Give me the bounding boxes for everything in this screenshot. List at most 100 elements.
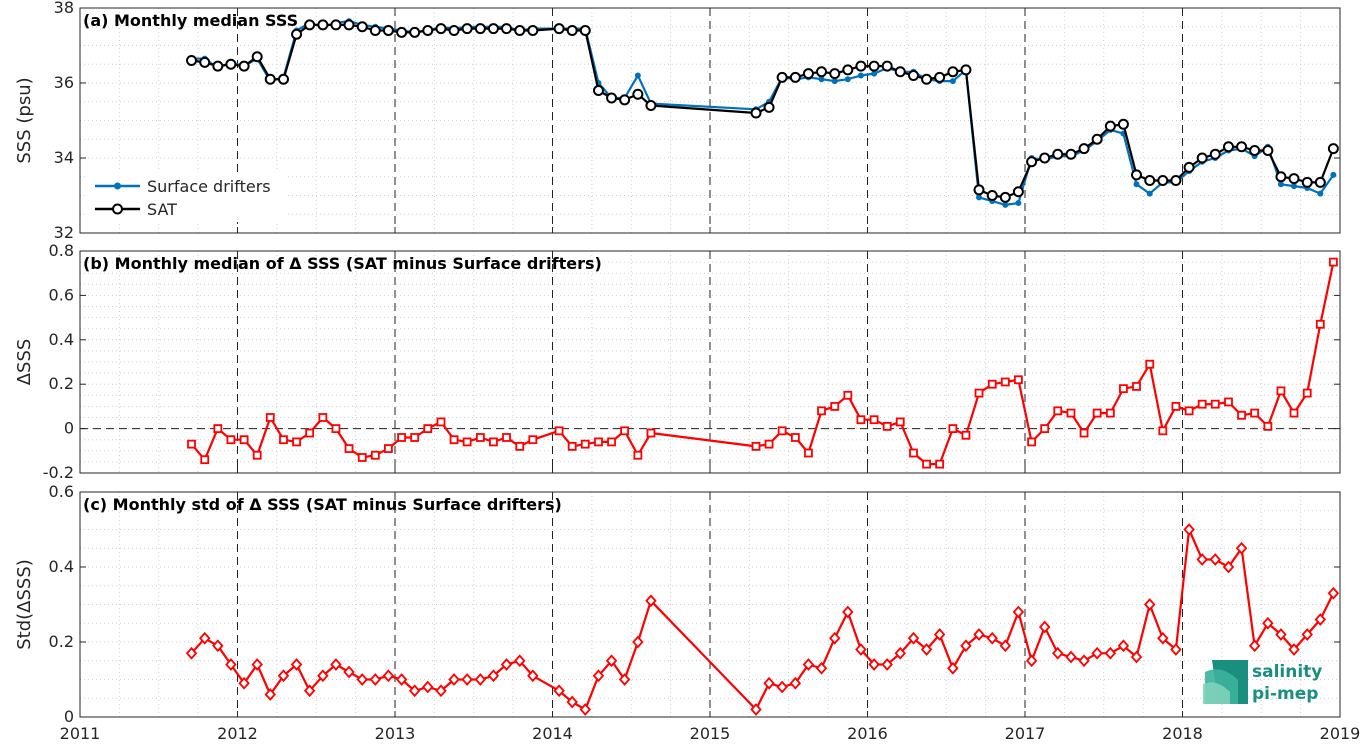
data-point-a-s1-41 bbox=[829, 68, 841, 80]
data-point-a-s1-59 bbox=[1065, 148, 1077, 160]
ytick-label: 36 bbox=[54, 73, 74, 92]
data-point-c-s0-65 bbox=[1144, 598, 1156, 611]
data-point-b-s0-38 bbox=[790, 433, 800, 442]
data-point-b-s0-22 bbox=[475, 433, 485, 442]
data-point-c-s0-28 bbox=[566, 695, 578, 709]
data-point-b-s0-25 bbox=[515, 441, 525, 451]
data-point-b-s0-17 bbox=[410, 433, 420, 442]
data-point-c-s0-13 bbox=[356, 673, 368, 686]
data-point-a-s1-79 bbox=[1327, 143, 1339, 155]
data-point-c-s0-66 bbox=[1157, 631, 1169, 645]
data-point-a-s1-5 bbox=[251, 51, 263, 63]
data-point-a-s1-53 bbox=[986, 190, 998, 201]
data-point-a-s1-9 bbox=[304, 19, 316, 31]
data-point-a-s1-47 bbox=[907, 70, 919, 81]
data-point-c-s0-20 bbox=[448, 673, 460, 686]
data-point-b-s0-76 bbox=[1289, 408, 1299, 418]
ytick-label: 0.8 bbox=[49, 241, 74, 260]
data-point-b-s0-13 bbox=[357, 453, 367, 462]
data-point-c-s0-43 bbox=[855, 643, 867, 656]
data-point-c-s0-56 bbox=[1025, 654, 1038, 668]
data-point-b-s0-20 bbox=[449, 435, 459, 445]
data-point-a-s1-15 bbox=[382, 25, 394, 36]
data-point-c-s0-34 bbox=[645, 594, 657, 608]
data-point-b-s0-66 bbox=[1158, 426, 1168, 436]
data-point-c-s0-35 bbox=[750, 703, 762, 716]
data-point-a-s0-33 bbox=[634, 72, 641, 79]
data-point-a-s0-55 bbox=[1015, 200, 1022, 206]
data-point-b-s0-37 bbox=[777, 426, 787, 436]
data-point-a-s0-76 bbox=[1291, 183, 1298, 190]
data-point-c-s0-38 bbox=[789, 676, 802, 690]
data-point-c-s0-49 bbox=[933, 628, 946, 641]
data-point-a-s1-8 bbox=[291, 28, 303, 40]
data-point-a-s1-45 bbox=[881, 60, 893, 72]
data-point-b-s0-49 bbox=[935, 459, 945, 469]
data-point-c-s0-29 bbox=[579, 703, 591, 716]
data-point-c-s0-31 bbox=[605, 654, 618, 668]
data-point-a-s1-39 bbox=[802, 68, 814, 80]
data-point-c-s0-47 bbox=[907, 631, 920, 645]
data-point-a-s0-79 bbox=[1330, 171, 1337, 178]
data-point-a-s1-7 bbox=[277, 73, 289, 85]
xtick-label: 2012 bbox=[217, 724, 258, 743]
data-point-c-s0-59 bbox=[1065, 650, 1077, 664]
data-point-b-s0-16 bbox=[397, 433, 407, 442]
xtick-label: 2015 bbox=[690, 724, 731, 743]
data-point-a-s1-73 bbox=[1249, 145, 1261, 156]
data-point-b-s0-64 bbox=[1132, 382, 1141, 391]
data-point-b-s0-19 bbox=[436, 417, 446, 427]
data-point-a-s1-34 bbox=[645, 100, 657, 111]
data-point-a-s0-42 bbox=[844, 76, 851, 83]
data-point-b-s0-72 bbox=[1237, 410, 1246, 420]
data-point-b-s0-67 bbox=[1171, 401, 1181, 411]
data-point-a-s1-27 bbox=[553, 23, 565, 35]
data-point-b-s0-14 bbox=[370, 450, 380, 460]
data-point-a-s1-56 bbox=[1026, 156, 1038, 168]
data-point-c-s0-12 bbox=[343, 665, 355, 679]
xtick-label: 2014 bbox=[532, 724, 573, 743]
data-point-c-s0-61 bbox=[1091, 646, 1103, 660]
data-point-c-s0-32 bbox=[618, 673, 631, 686]
data-point-c-s0-7 bbox=[277, 669, 290, 683]
data-point-b-s0-56 bbox=[1027, 437, 1037, 447]
data-point-c-s0-50 bbox=[947, 661, 959, 675]
panel-title: (b) Monthly median of Δ SSS (SAT minus S… bbox=[83, 254, 602, 273]
ytick-label: 0.6 bbox=[49, 285, 74, 304]
data-point-c-s0-40 bbox=[815, 661, 828, 675]
data-point-b-s0-77 bbox=[1302, 388, 1312, 398]
ytick-label: 0.2 bbox=[49, 374, 74, 393]
data-point-c-s0-36 bbox=[763, 676, 775, 690]
data-point-c-s0-24 bbox=[500, 658, 513, 671]
data-point-b-s0-33 bbox=[633, 450, 643, 460]
data-point-b-s0-4 bbox=[239, 435, 249, 445]
y-axis-label: ΔSSS bbox=[14, 339, 35, 386]
data-point-a-s1-52 bbox=[973, 184, 985, 196]
data-point-a-s1-76 bbox=[1288, 173, 1300, 185]
data-point-c-s0-62 bbox=[1104, 646, 1117, 660]
data-point-c-s0-18 bbox=[422, 680, 434, 694]
data-point-a-s1-46 bbox=[894, 66, 906, 78]
data-point-b-s0-51 bbox=[961, 430, 971, 440]
data-point-a-s1-40 bbox=[816, 66, 828, 78]
data-point-a-s1-26 bbox=[527, 25, 539, 36]
data-point-b-s0-26 bbox=[528, 435, 538, 445]
xtick-label: 2017 bbox=[1005, 724, 1046, 743]
data-point-a-s1-14 bbox=[369, 25, 381, 36]
data-point-a-s1-68 bbox=[1183, 161, 1195, 173]
data-point-c-s0-52 bbox=[973, 628, 985, 641]
data-point-a-s1-13 bbox=[356, 21, 368, 33]
panel-c-std-delta-sss: 0 0.2 0.4 0.6 2011 2012 2013 2014 2015 2016 2017 20… bbox=[14, 482, 1360, 743]
data-point-b-s0-55 bbox=[1013, 375, 1023, 385]
data-point-a-s1-58 bbox=[1052, 148, 1064, 160]
data-point-c-s0-73 bbox=[1248, 639, 1261, 653]
data-point-b-s0-1 bbox=[200, 455, 210, 465]
data-point-a-s0-52 bbox=[976, 194, 983, 201]
data-point-b-s0-60 bbox=[1079, 428, 1089, 438]
data-point-b-s0-71 bbox=[1224, 397, 1233, 407]
panel-a-sss: 32 34 36 38 SSS (psu) (a) Monthly median SSS bbox=[14, 0, 1341, 242]
data-point-c-s0-44 bbox=[868, 658, 880, 671]
data-point-b-s0-52 bbox=[974, 388, 984, 398]
data-point-a-s1-1 bbox=[199, 56, 211, 68]
